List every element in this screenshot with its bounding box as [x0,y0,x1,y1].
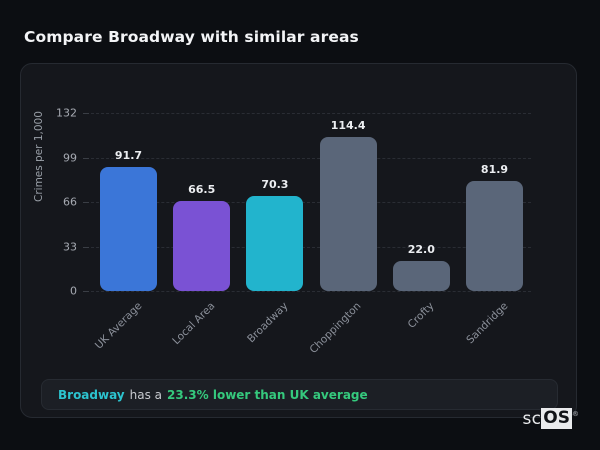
bar-value-label: 114.4 [330,118,366,132]
logo-prefix: sc [522,408,542,429]
plot-area: 0 33 66 99 132 91.7 UK Average 66.5 Local Area 70… [21,64,576,417]
gridline [91,246,531,248]
y-tick-label: 0 [70,284,77,298]
y-tick-label: 66 [63,195,77,209]
note-stat-text: 23.3% lower than UK average [167,387,368,402]
x-category-label: UK Average [92,300,144,352]
note-area-name: Broadway [58,387,125,402]
note-middle-text: has a [129,387,163,402]
scos-logo: sc OS ® [522,408,579,429]
y-tick-label: 33 [63,240,77,253]
bar-value-label: 22.0 [407,243,435,257]
bar-value-label: 70.3 [261,178,289,192]
gridline [91,157,531,159]
gridline [91,202,531,203]
y-tick-mark [83,113,89,114]
bar-value-label: 91.7 [114,149,143,163]
y-tick-label: 132 [56,106,77,120]
y-tick-label: 99 [63,151,77,164]
bar-sandridge[interactable] [466,180,523,291]
x-category-label: Crofty [405,300,437,331]
x-category-label: Sandridge [463,300,510,347]
bar-uk-average[interactable] [100,167,157,291]
logo-suffix: OS [543,408,570,428]
y-tick-mark [83,291,89,292]
y-tick-mark [83,157,89,159]
x-category-label: Broadway [245,300,291,346]
gridline [91,291,531,292]
bar-value-label: 81.9 [480,162,509,176]
gridline [91,113,531,114]
logo-box: OS ® [541,408,579,429]
chart-card: Crimes per 1,000 0 33 66 99 132 91.7 UK Averag… [20,63,577,418]
bar-crofty[interactable] [392,261,450,291]
bar-broadway[interactable] [246,196,304,291]
page-title: Compare Broadway with similar areas [24,28,359,46]
registered-trademark-icon: ® [572,410,579,418]
note-text: Broadway has a 23.3% lower than UK avera… [58,388,368,402]
bar-choppington[interactable] [319,136,377,291]
y-tick-mark [83,202,89,203]
y-tick-mark [83,246,89,248]
bar-local-area[interactable] [173,201,231,291]
x-category-label: Local Area [169,300,218,348]
x-category-label: Choppington [307,300,364,356]
comparison-note: Broadway has a 23.3% lower than UK avera… [41,379,558,410]
bar-value-label: 66.5 [188,183,216,197]
